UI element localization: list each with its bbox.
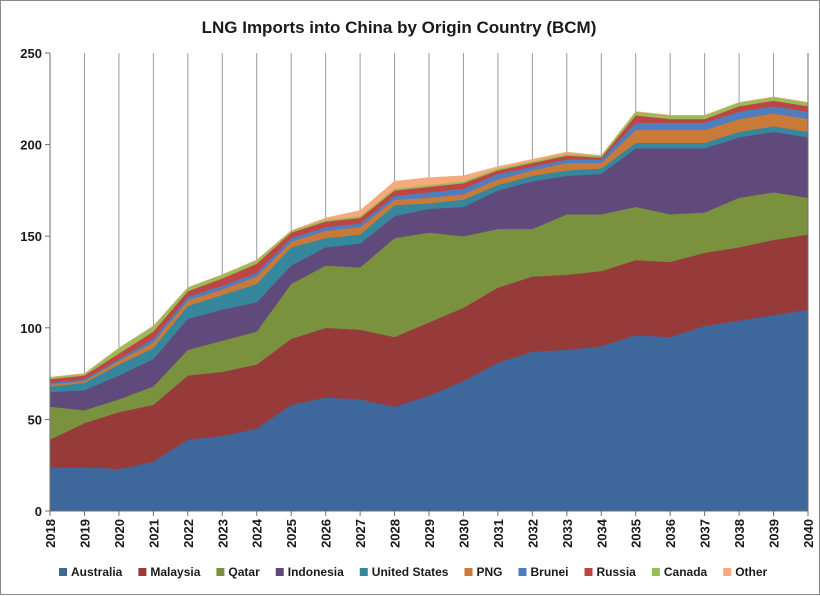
x-tick-label: 2039 (767, 519, 782, 548)
y-axis-ticks: 0 50 100 150 200 250 (20, 46, 50, 519)
legend-swatch-other (723, 568, 732, 576)
x-tick-label: 2031 (491, 519, 506, 548)
legend-label-australia: Australia (71, 565, 123, 579)
x-tick-label: 2020 (112, 519, 127, 548)
y-tick-label: 200 (20, 138, 42, 153)
x-tick-label: 2037 (698, 519, 713, 548)
legend-label-indonesia: Indonesia (288, 565, 344, 579)
chart-title: LNG Imports into China by Origin Country… (202, 18, 597, 37)
x-tick-label: 2019 (77, 519, 92, 548)
x-tick-label: 2026 (319, 519, 334, 548)
legend-label-qatar: Qatar (228, 565, 260, 579)
x-tick-label: 2035 (629, 519, 644, 548)
x-tick-label: 2034 (594, 518, 609, 548)
legend-swatch-united-states (359, 568, 368, 576)
legend-swatch-png (464, 568, 473, 576)
x-tick-label: 2040 (801, 519, 816, 548)
legend: Australia Malaysia Qatar Indonesia United St… (59, 565, 768, 579)
x-tick-label: 2022 (181, 519, 196, 548)
legend-label-other: Other (735, 565, 767, 579)
x-tick-label: 2030 (456, 519, 471, 548)
legend-label-canada: Canada (664, 565, 708, 579)
y-tick-label: 250 (20, 46, 42, 61)
x-tick-label: 2024 (250, 518, 265, 548)
x-tick-label: 2032 (525, 519, 540, 548)
y-tick-label: 100 (20, 321, 42, 336)
x-tick-label: 2025 (284, 519, 299, 548)
legend-label-png: PNG (476, 565, 502, 579)
x-tick-label: 2018 (43, 519, 58, 548)
x-axis-ticks: 2018 2019 2020 2021 2022 2023 2024 2025 2026 2027… (43, 511, 816, 548)
legend-label-malaysia: Malaysia (150, 565, 200, 579)
x-tick-label: 2023 (215, 519, 230, 548)
legend-swatch-indonesia (275, 568, 284, 576)
legend-swatch-canada (651, 568, 660, 576)
legend-swatch-brunei (518, 568, 527, 576)
x-tick-label: 2033 (560, 519, 575, 548)
y-tick-label: 150 (20, 229, 42, 244)
legend-swatch-qatar (216, 568, 225, 576)
x-tick-label: 2029 (422, 519, 437, 548)
legend-label-russia: Russia (597, 565, 637, 579)
legend-label-brunei: Brunei (530, 565, 568, 579)
legend-swatch-russia (584, 568, 593, 576)
legend-swatch-malaysia (138, 568, 147, 576)
x-tick-label: 2028 (388, 519, 403, 548)
y-tick-label: 0 (35, 504, 42, 519)
x-tick-label: 2027 (353, 519, 368, 548)
x-tick-label: 2036 (663, 519, 678, 548)
legend-label-united-states: United States (372, 565, 449, 579)
x-tick-label: 2038 (732, 519, 747, 548)
y-tick-label: 50 (28, 412, 42, 427)
legend-swatch-australia (59, 568, 67, 576)
x-tick-label: 2021 (146, 519, 161, 548)
